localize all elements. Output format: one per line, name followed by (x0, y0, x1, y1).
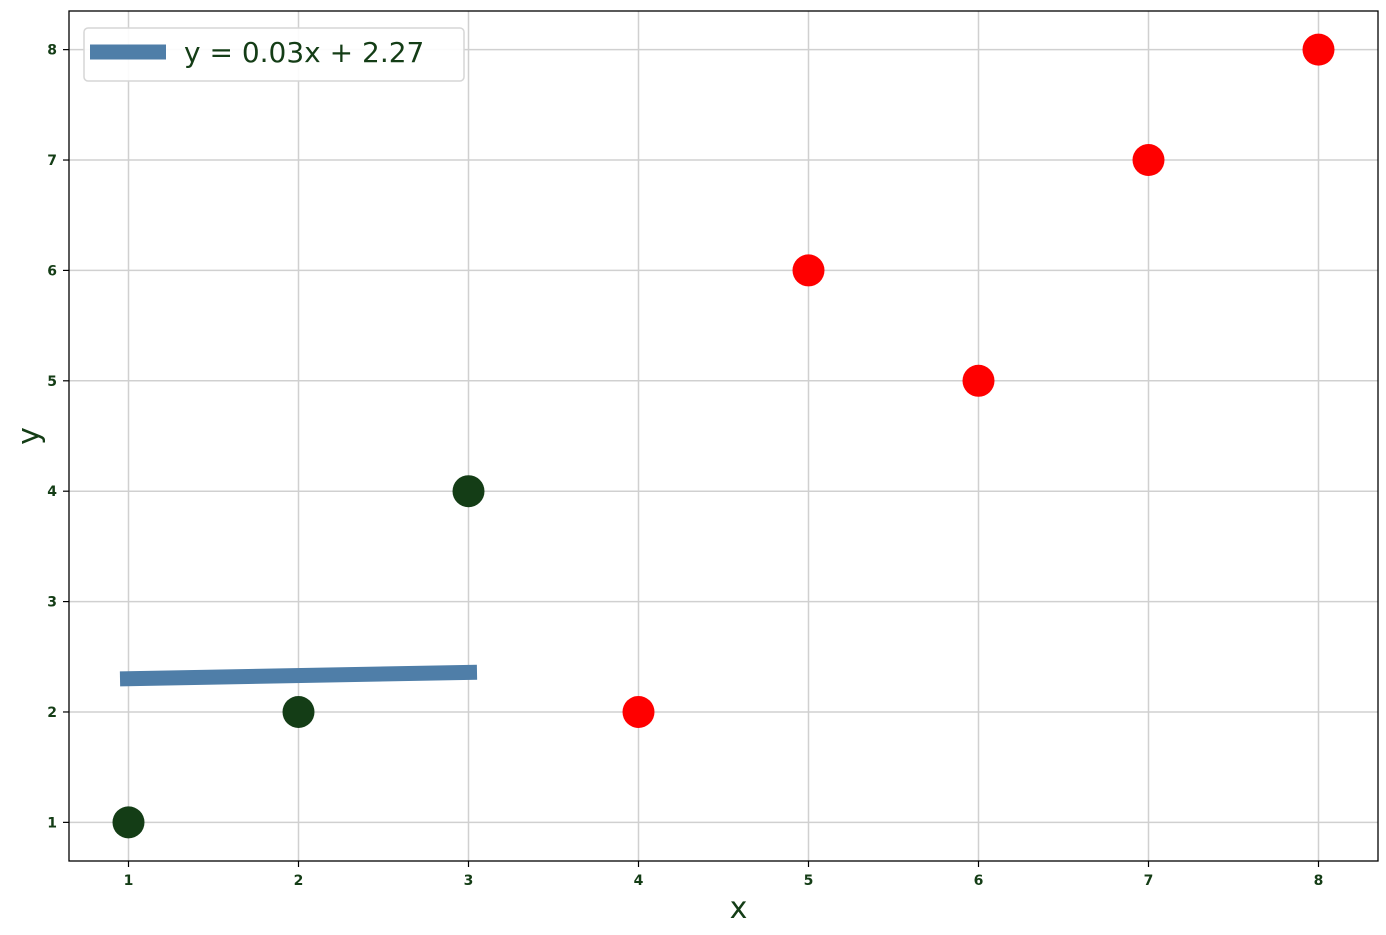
grid (69, 11, 1378, 861)
y-tick-label: 6 (47, 263, 57, 279)
ticks: 1 2 3 4 5 6 7 8 1 2 3 4 5 6 7 8 (47, 43, 1323, 889)
x-tick-label: 7 (1144, 873, 1154, 889)
x-tick-label: 8 (1314, 873, 1324, 889)
data-series (112, 33, 1335, 839)
y-tick-label: 3 (47, 595, 57, 611)
x-tick-label: 4 (634, 873, 644, 889)
scatter-point (1302, 33, 1335, 66)
x-tick-label: 6 (974, 873, 984, 889)
scatter-point (1132, 144, 1165, 177)
legend-label: y = 0.03x + 2.27 (184, 36, 424, 69)
y-tick-label: 4 (47, 484, 57, 500)
scatter-point (452, 475, 485, 508)
y-axis-title: y (12, 427, 47, 445)
scatter-point (962, 364, 995, 397)
legend: y = 0.03x + 2.27 (83, 27, 465, 82)
scatter-point (112, 806, 145, 839)
x-tick-label: 1 (124, 873, 134, 889)
scatter-point (622, 695, 655, 728)
x-tick-label: 3 (464, 873, 474, 889)
scatter-point (282, 695, 315, 728)
fit-line (119, 664, 478, 687)
y-tick-label: 5 (47, 374, 57, 390)
scatter-point (792, 254, 825, 287)
x-axis-title: x (730, 891, 748, 926)
y-tick-label: 7 (47, 153, 57, 169)
x-tick-label: 2 (294, 873, 304, 889)
legend-frame (83, 27, 465, 82)
y-tick-label: 2 (47, 705, 57, 721)
y-tick-label: 8 (47, 43, 57, 59)
y-tick-label: 1 (47, 815, 57, 831)
axes-frame (68, 10, 1379, 862)
plot-frame (68, 10, 1379, 862)
x-tick-label: 5 (804, 873, 814, 889)
